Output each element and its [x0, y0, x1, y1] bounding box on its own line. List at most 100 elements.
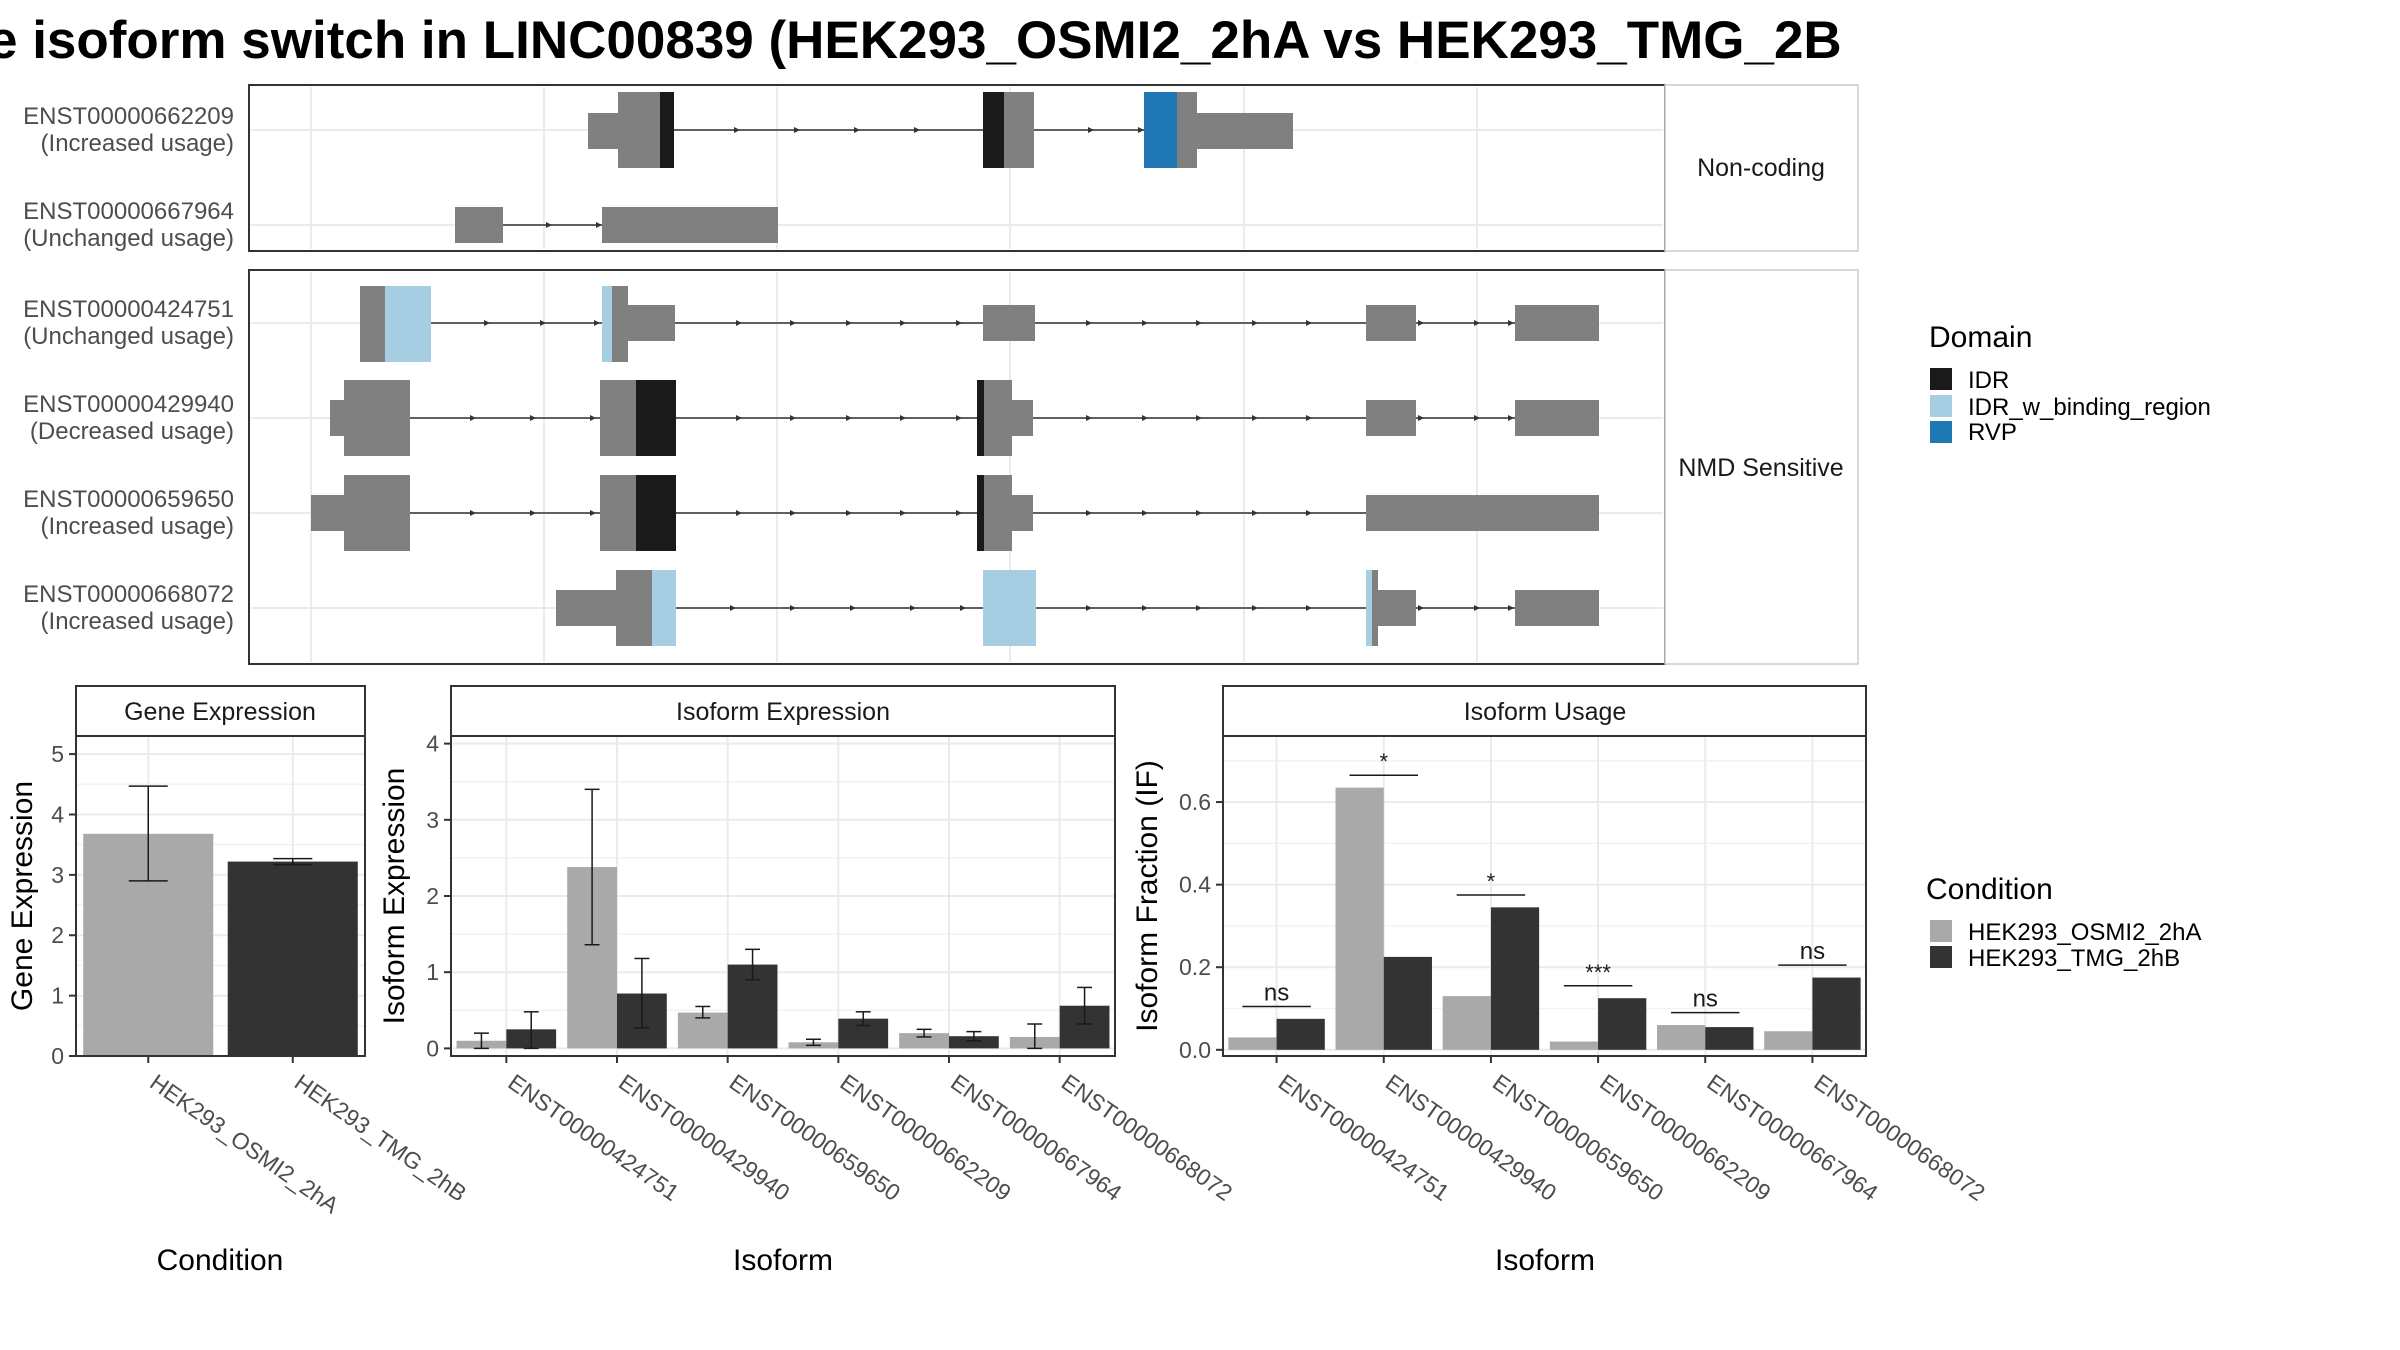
transcript-usage: (Unchanged usage) [23, 225, 234, 252]
coding-exon [344, 380, 410, 456]
transcript-usage: (Increased usage) [41, 608, 234, 635]
utr-exon [330, 400, 344, 436]
legend-label: HEK293_OSMI2_2hA [1968, 919, 2201, 946]
y-tick-label: 4 [51, 801, 64, 827]
transcript-id: ENST00000668072 [23, 581, 234, 608]
coding-exon [616, 570, 652, 646]
domain-legend: Domain IDR IDR_w_binding_region RVP [1929, 321, 2211, 446]
x-tick-label: ENST00000424751 [1274, 1069, 1454, 1206]
legend-key-cond-a [1930, 920, 1952, 942]
y-axis-title: Isoform Fraction (IF) [1131, 760, 1164, 1032]
utr-exon [602, 207, 778, 243]
figure-title: e isoform switch in LINC00839 (HEK293_OS… [0, 11, 1842, 70]
bar [1442, 996, 1491, 1050]
legend-key-idr-binding [1930, 395, 1952, 417]
transcript-model [360, 286, 1599, 362]
panel-title: Gene Expression [124, 698, 316, 726]
utr-exon [628, 305, 675, 341]
bar [1705, 1027, 1754, 1050]
utr-exon [1366, 495, 1599, 531]
coding-exon [1372, 570, 1378, 646]
utr-exon [1012, 495, 1033, 531]
utr-exon [455, 207, 503, 243]
bar [1812, 977, 1861, 1050]
domain-idr [983, 92, 1004, 168]
y-axis-title: Isoform Expression [378, 768, 411, 1025]
x-tick-label: ENST00000659650 [1488, 1069, 1668, 1206]
condition-legend-title: Condition [1926, 873, 2053, 906]
domain-idr-binding [652, 570, 676, 646]
coding-exon [360, 286, 385, 362]
bar [1383, 956, 1432, 1050]
structure-strip-label: NMD Sensitive [1678, 454, 1843, 482]
intron-arrows [484, 320, 1514, 326]
significance-label: ns [1693, 986, 1718, 1013]
x-tick-label: ENST00000662209 [1595, 1069, 1775, 1206]
gridlines [451, 736, 1115, 1056]
transcript-id: ENST00000424751 [23, 296, 234, 323]
isoform-expression-panel: Isoform Expression 01234ENST00000424751E… [378, 685, 1237, 1277]
legend-label: RVP [1968, 419, 2017, 446]
transcript-model [311, 475, 1599, 551]
structure-panel: Non-coding NMD Sensitive ENST00000662209… [23, 84, 1859, 665]
plot-background [1223, 736, 1866, 1056]
transcript-labels: ENST00000662209 (Increased usage) ENST00… [23, 103, 234, 635]
utr-exon [1012, 400, 1033, 436]
transcript-model [588, 92, 1293, 168]
structure-facet-nmd [248, 269, 1666, 665]
y-axis-title: Gene Expression [6, 781, 39, 1011]
coding-exon [344, 475, 410, 551]
gene-expression-panel: Gene Expression 012345HEK293_OSMI2_2hAHE… [6, 685, 471, 1277]
legend-label: IDR [1968, 367, 2009, 394]
panel-strip [450, 685, 1116, 737]
significance-label: * [1379, 749, 1388, 774]
coding-exon [984, 475, 1012, 551]
x-tick-label: ENST00000429940 [1381, 1069, 1561, 1206]
domain-idr [636, 380, 676, 456]
utr-exon [1366, 305, 1416, 341]
y-tick-label: 4 [426, 731, 439, 757]
domain-legend-title: Domain [1929, 321, 2032, 354]
structure-strip-label: Non-coding [1697, 154, 1825, 182]
transcript-model [455, 207, 778, 243]
utr-exon [1378, 590, 1416, 626]
legend-key-cond-b [1930, 946, 1952, 968]
bar [949, 1036, 999, 1049]
transcript-usage: (Unchanged usage) [23, 323, 234, 350]
utr-exon [588, 113, 618, 149]
bars [1228, 787, 1861, 1050]
coding-exon [1004, 92, 1034, 168]
y-tick-label: 2 [51, 922, 64, 948]
legend-key-idr [1930, 368, 1952, 390]
y-tick-label: 0.6 [1179, 789, 1211, 815]
y-tick-label: 1 [51, 983, 64, 1009]
utr-exon [1515, 590, 1599, 626]
bar [1335, 787, 1384, 1050]
utr-exon [1515, 305, 1599, 341]
intron-arrows [470, 510, 1312, 516]
coding-exon [600, 380, 636, 456]
y-tick-label: 3 [426, 807, 439, 833]
domain-idr [977, 475, 984, 551]
bars [83, 785, 358, 1056]
coding-exon [618, 92, 660, 168]
coding-exon [612, 286, 628, 362]
legend-key-rvp [1930, 421, 1952, 443]
x-axis-title: Condition [157, 1244, 284, 1277]
intron-arrows [470, 415, 1514, 421]
x-tick-label: ENST00000667964 [1702, 1069, 1883, 1206]
plot-border [1222, 735, 1867, 1057]
transcript-model [330, 380, 1599, 456]
domain-idr-binding [385, 286, 431, 362]
y-tick-label: 0 [51, 1043, 64, 1069]
transcript-id: ENST00000659650 [23, 486, 234, 513]
utr-exon [556, 590, 616, 626]
y-tick-label: 0 [426, 1035, 439, 1061]
legend-label: HEK293_TMG_2hB [1968, 945, 2180, 972]
bar [1276, 1018, 1325, 1050]
bar [899, 1033, 949, 1049]
condition-legend: Condition HEK293_OSMI2_2hA HEK293_TMG_2h… [1926, 873, 2201, 972]
significance-label: *** [1585, 960, 1611, 985]
